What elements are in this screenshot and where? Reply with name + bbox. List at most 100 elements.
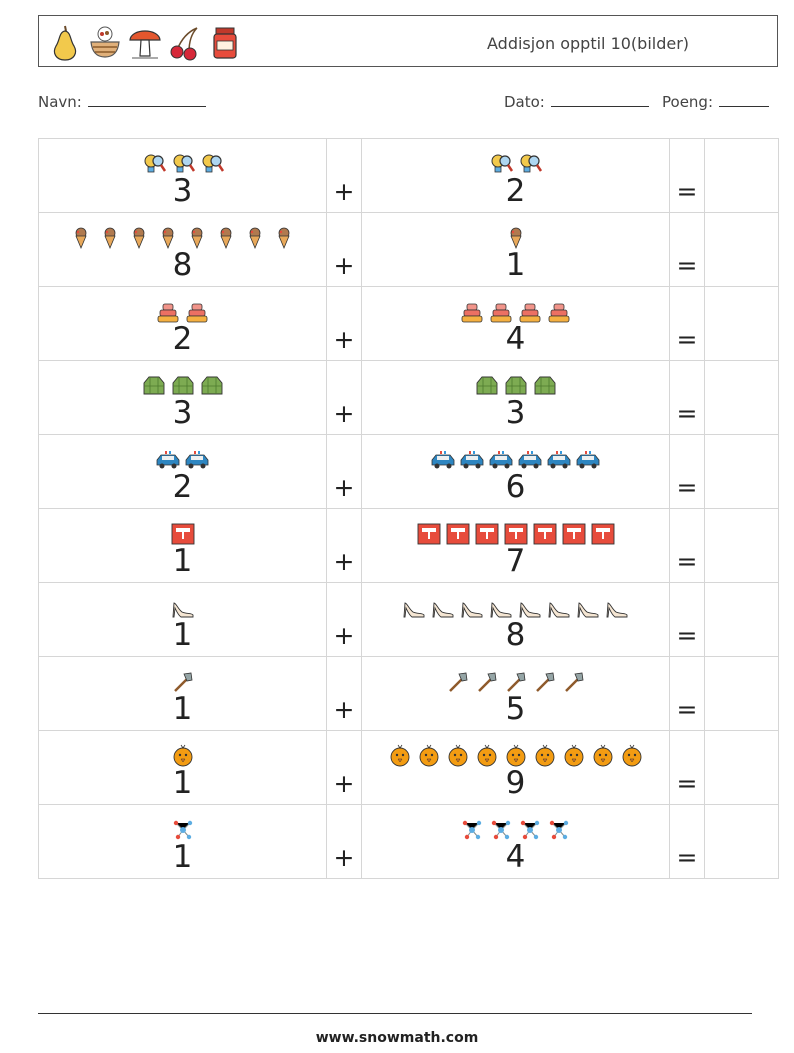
- problem-row: 3 +2 =: [38, 138, 779, 213]
- header-icons: [47, 20, 243, 64]
- score-blank[interactable]: [719, 93, 769, 107]
- addend-a-icons: [39, 521, 326, 547]
- chick-icon: [622, 744, 641, 767]
- name-field[interactable]: Navn:: [38, 93, 206, 111]
- chick-icon: [535, 744, 554, 767]
- high-heel-shoe-icon: [606, 602, 628, 618]
- addend-a-cell: 2: [38, 434, 327, 509]
- chick-icon: [506, 744, 525, 767]
- high-heel-shoe-icon: [548, 602, 570, 618]
- answer-cell[interactable]: [704, 656, 779, 731]
- police-car-icon: [156, 451, 180, 469]
- addend-b-cell: 8: [361, 582, 670, 657]
- ice-cream-cone-icon: [191, 227, 203, 250]
- high-heel-shoe-icon: [519, 602, 541, 618]
- addend-a-icons: [39, 151, 326, 177]
- chick-icon: [593, 744, 612, 767]
- molecule-icon: [173, 820, 192, 840]
- addend-b-number: 8: [505, 617, 526, 653]
- police-car-icon: [431, 451, 455, 469]
- addend-a-number: 3: [172, 395, 193, 431]
- plus-sign: +: [326, 286, 362, 361]
- date-label: Dato:: [504, 93, 545, 111]
- cake-icon: [490, 303, 512, 323]
- addend-b-number: 4: [505, 321, 526, 357]
- addend-b-number: 2: [505, 173, 526, 209]
- date-blank[interactable]: [550, 93, 649, 107]
- answer-cell[interactable]: [704, 582, 779, 657]
- chick-icon: [564, 744, 583, 767]
- answer-cell[interactable]: [704, 212, 779, 287]
- addend-a-number: 1: [172, 765, 193, 801]
- equals-sign: =: [669, 730, 705, 805]
- answer-cell[interactable]: [704, 286, 779, 361]
- addend-a-cell: 3: [38, 138, 327, 213]
- problem-row: 1 +7 =: [38, 508, 779, 583]
- axe-icon: [448, 672, 467, 692]
- addend-b-cell: 7: [361, 508, 670, 583]
- chick-icon: [448, 744, 467, 767]
- plus-sign: +: [326, 508, 362, 583]
- plus-sign: +: [326, 138, 362, 213]
- axe-icon: [564, 672, 583, 692]
- equals-sign: =: [669, 582, 705, 657]
- score-label: Poeng:: [662, 93, 713, 111]
- addend-a-cell: 1: [38, 508, 327, 583]
- pear-icon: [53, 25, 77, 61]
- addend-a-cell: 2: [38, 286, 327, 361]
- name-blank[interactable]: [87, 93, 206, 107]
- date-field[interactable]: Dato:: [504, 93, 649, 111]
- addend-b-number: 6: [505, 469, 526, 505]
- red-sign-icon: [475, 523, 498, 545]
- plus-sign: +: [326, 582, 362, 657]
- addend-a-icons: [39, 299, 326, 325]
- cherries-icon: [170, 27, 198, 61]
- addend-a-cell: 3: [38, 360, 327, 435]
- addend-a-number: 2: [172, 469, 193, 505]
- score-field[interactable]: Poeng:: [662, 93, 769, 111]
- high-heel-shoe-icon: [490, 602, 512, 618]
- addend-a-icons: [39, 225, 326, 251]
- police-car-icon: [576, 451, 600, 469]
- addend-b-cell: 9: [361, 730, 670, 805]
- answer-cell[interactable]: [704, 434, 779, 509]
- mushroom-icon: [129, 30, 161, 59]
- plus-sign: +: [326, 360, 362, 435]
- police-car-icon: [460, 451, 484, 469]
- red-sign-icon: [446, 523, 469, 545]
- addend-b-cell: 1: [361, 212, 670, 287]
- equals-sign: =: [669, 286, 705, 361]
- police-car-icon: [185, 451, 209, 469]
- problem-row: 2 +6 =: [38, 434, 779, 509]
- police-car-icon: [489, 451, 513, 469]
- addend-a-icons: [39, 743, 326, 769]
- high-heel-shoe-icon: [172, 602, 193, 618]
- green-bag-icon: [476, 376, 497, 395]
- axe-icon: [173, 672, 192, 692]
- answer-cell[interactable]: [704, 804, 779, 879]
- equals-sign: =: [669, 138, 705, 213]
- green-bag-icon: [201, 376, 222, 395]
- answer-cell[interactable]: [704, 138, 779, 213]
- addend-a-cell: 8: [38, 212, 327, 287]
- axe-icon: [535, 672, 554, 692]
- addend-b-number: 9: [505, 765, 526, 801]
- addend-b-number: 5: [505, 691, 526, 727]
- red-sign-icon: [533, 523, 556, 545]
- addend-a-icons: [39, 447, 326, 473]
- chick-icon: [477, 744, 496, 767]
- answer-cell[interactable]: [704, 360, 779, 435]
- police-car-icon: [547, 451, 571, 469]
- equals-sign: =: [669, 804, 705, 879]
- addend-b-number: 1: [505, 247, 526, 283]
- answer-cell[interactable]: [704, 508, 779, 583]
- plus-sign: +: [326, 804, 362, 879]
- green-bag-icon: [143, 376, 164, 395]
- plus-sign: +: [326, 656, 362, 731]
- addend-b-number: 3: [505, 395, 526, 431]
- answer-cell[interactable]: [704, 730, 779, 805]
- problem-row: 1 +4 =: [38, 804, 779, 879]
- name-label: Navn:: [38, 93, 82, 111]
- problem-row: 2 +4 =: [38, 286, 779, 361]
- chick-icon: [173, 744, 192, 767]
